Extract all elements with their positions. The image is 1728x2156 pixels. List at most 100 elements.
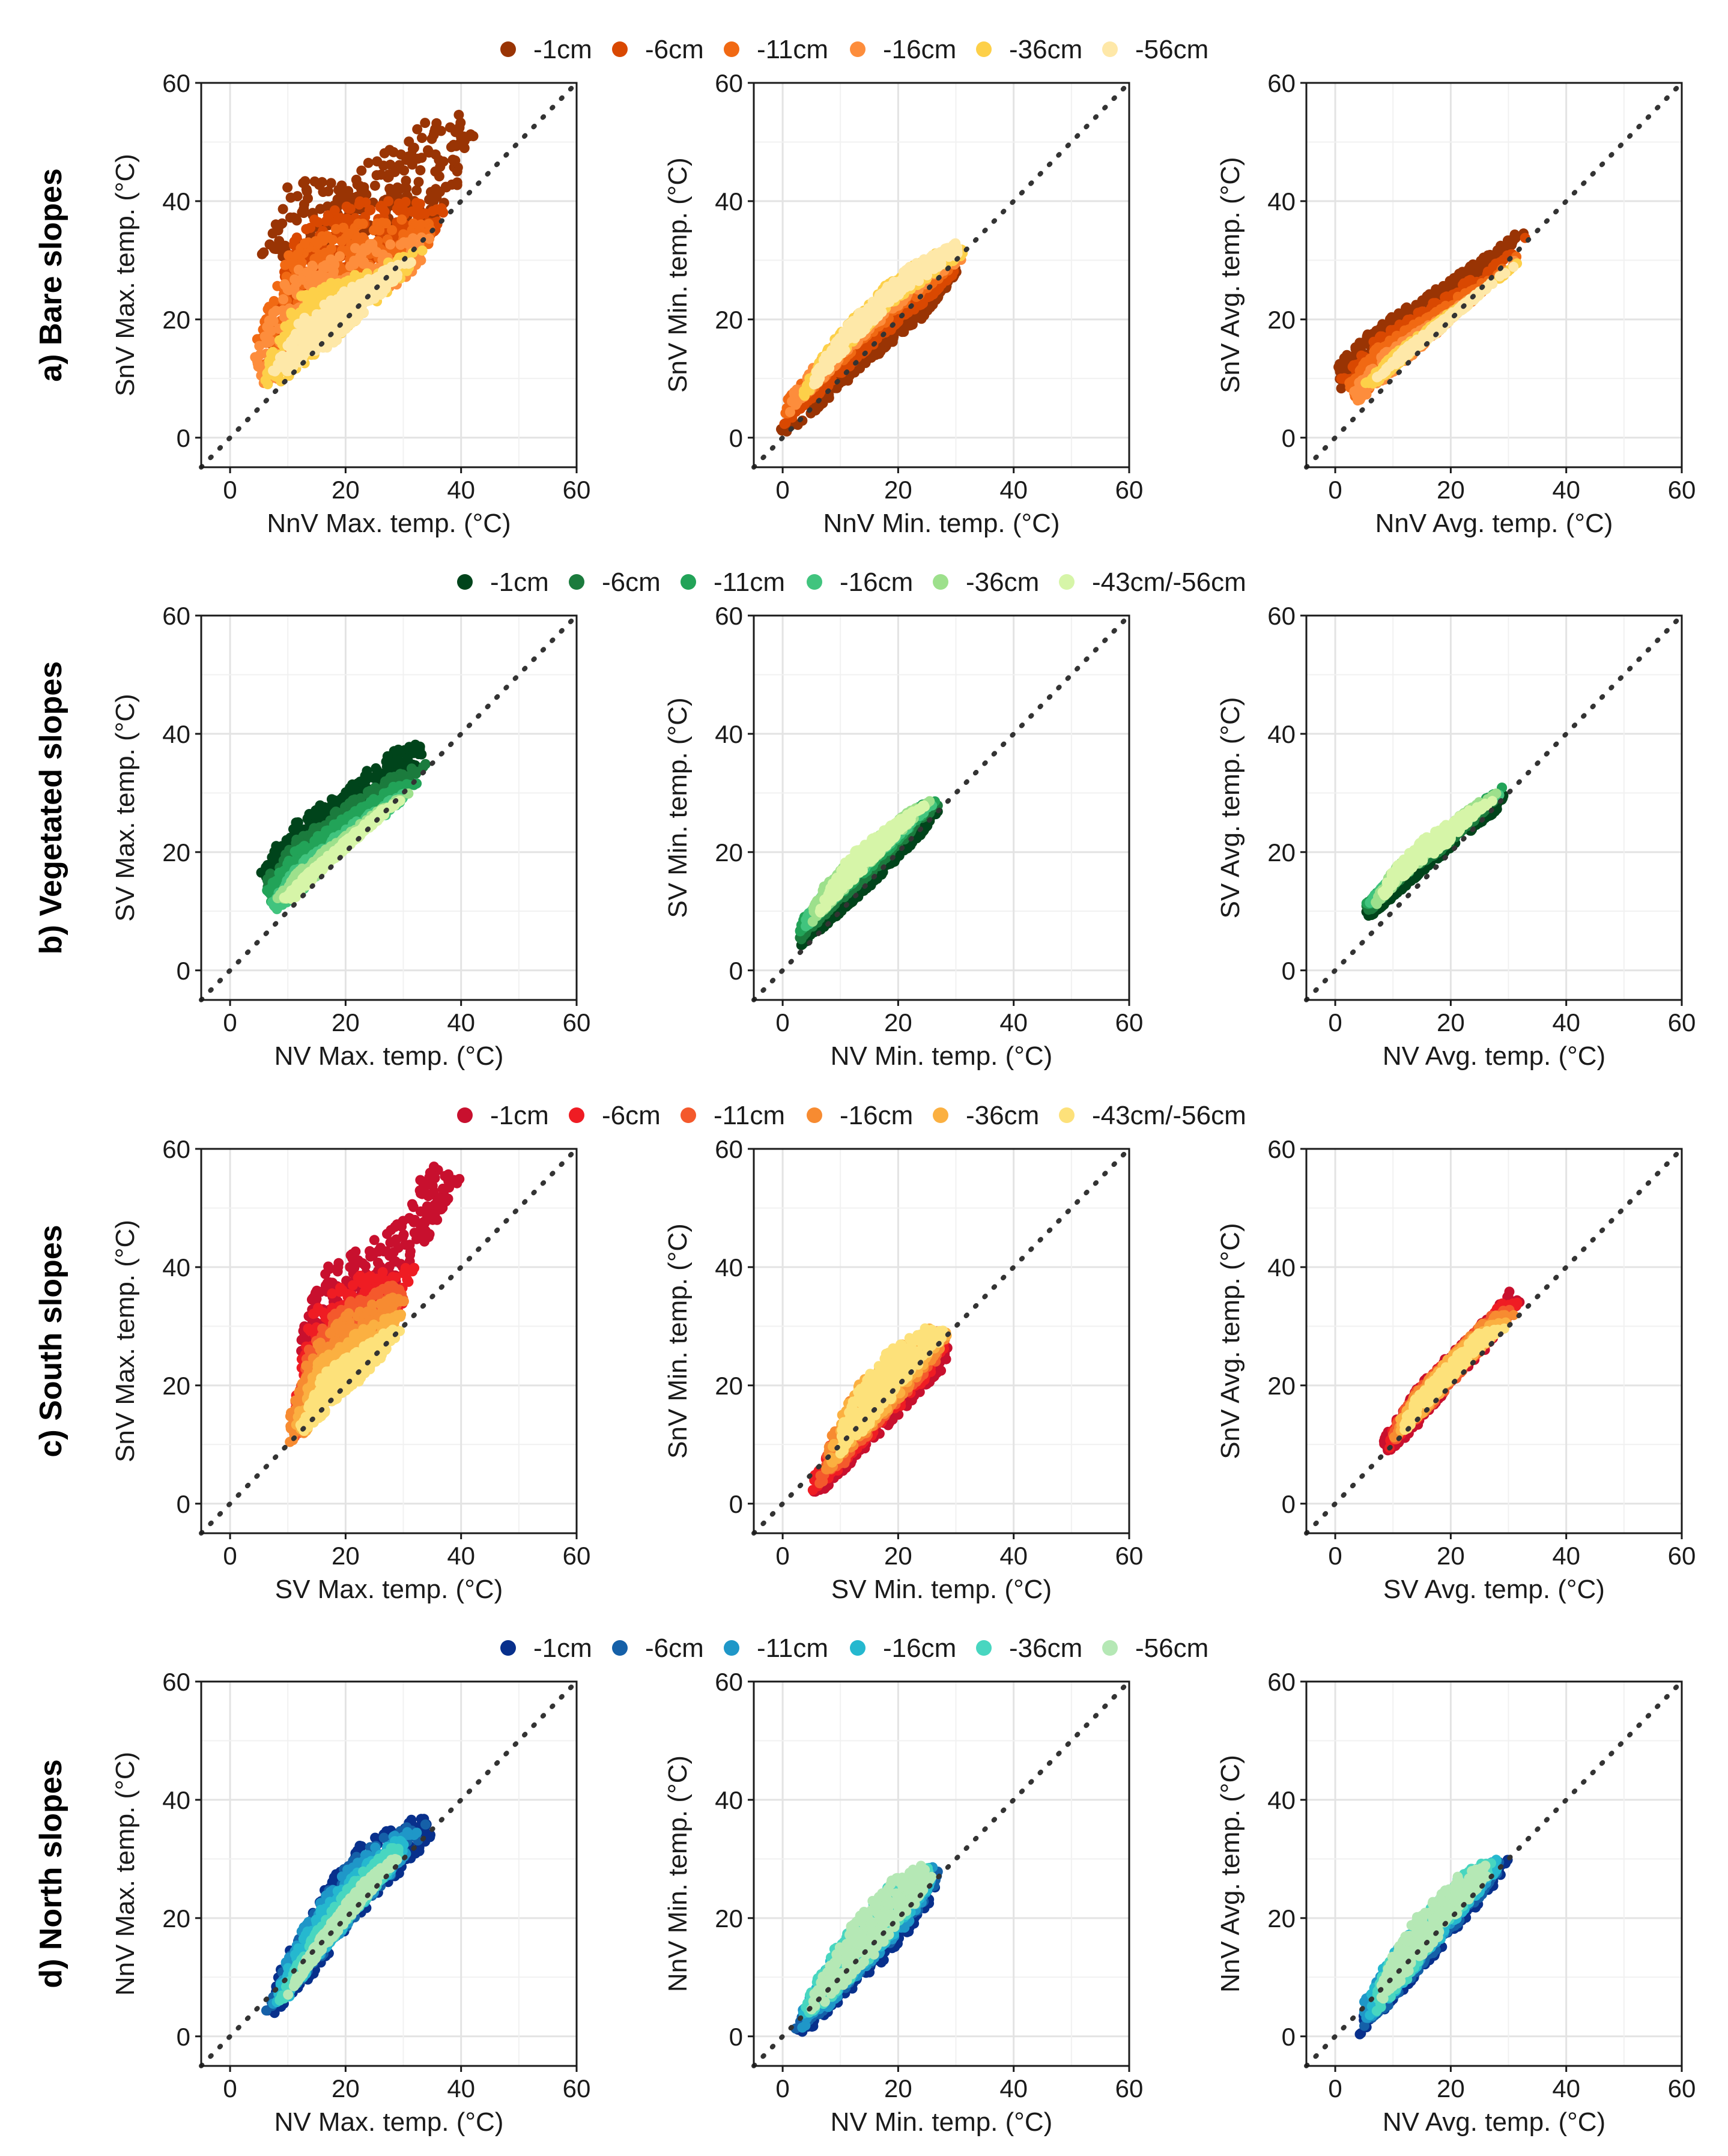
legend-item-36cm: -36cm <box>933 568 1039 597</box>
data-point <box>343 192 354 202</box>
y-axis-label: SnV Min. temp. (°C) <box>663 157 693 393</box>
x-tick-label: 40 <box>1552 476 1580 504</box>
data-point <box>277 204 288 214</box>
x-axis: 0 20 40 60 <box>223 467 590 504</box>
data-point <box>377 204 388 214</box>
data-point <box>361 245 372 256</box>
data-point <box>275 219 286 230</box>
data-point <box>426 191 437 202</box>
data-point <box>452 166 462 177</box>
data-point <box>383 172 394 183</box>
data-point <box>312 270 323 281</box>
data-point <box>436 203 447 214</box>
data-point <box>867 297 878 307</box>
data-point <box>268 243 279 253</box>
data-point <box>933 261 944 272</box>
data-point <box>1396 353 1407 363</box>
legend-label: -16cm <box>883 35 956 64</box>
data-point <box>350 270 360 280</box>
data-point <box>434 186 445 197</box>
data-point <box>344 295 355 306</box>
data-point <box>381 218 391 229</box>
x-tick-label: 40 <box>447 476 475 504</box>
legend-marker <box>612 41 628 57</box>
legend-item-6cm: -6cm <box>612 35 704 64</box>
data-point <box>309 315 320 326</box>
legend-item-16cm: -16cm <box>807 568 913 597</box>
x-tick-label: 20 <box>1437 476 1465 504</box>
x-tick-label: 60 <box>563 476 591 504</box>
data-point <box>274 235 285 246</box>
legend-marker <box>500 41 516 57</box>
data-point <box>285 212 296 223</box>
y-axis-label: SnV Avg. temp. (°C) <box>1216 157 1245 393</box>
data-point <box>350 243 360 253</box>
data-point <box>356 165 367 176</box>
legend-marker <box>933 574 948 590</box>
data-point <box>349 255 359 266</box>
x-tick-label: 0 <box>1328 476 1342 504</box>
data-point <box>446 142 456 153</box>
legend-marker <box>681 574 696 590</box>
data-point <box>413 153 423 164</box>
legend-label: -6cm <box>645 35 704 64</box>
legend-marker <box>724 41 739 57</box>
data-point <box>336 327 347 338</box>
data-point <box>411 185 422 196</box>
data-point <box>277 351 288 361</box>
x-tick-label: 60 <box>1115 476 1144 504</box>
data-point <box>342 231 353 241</box>
x-tick-label: 0 <box>775 476 789 504</box>
y-tick-label: 0 <box>729 424 743 452</box>
data-point <box>372 156 383 167</box>
data-point <box>259 331 270 342</box>
data-point <box>427 206 438 217</box>
data-point <box>268 316 279 327</box>
data-point <box>353 218 363 229</box>
data-point <box>316 327 326 338</box>
y-tick-label: 20 <box>162 306 190 334</box>
data-point <box>785 407 795 417</box>
legend-label: -1cm <box>533 35 592 64</box>
data-point <box>926 252 936 262</box>
data-point <box>301 184 312 195</box>
y-tick-label: 0 <box>177 424 190 452</box>
y-tick-label: 0 <box>1282 424 1296 452</box>
data-point <box>1359 387 1370 398</box>
data-point <box>882 291 892 302</box>
y-tick-label: 20 <box>1267 306 1296 334</box>
data-point <box>1510 232 1521 243</box>
legend-item-6cm: -6cm <box>569 568 661 597</box>
data-point <box>330 223 341 234</box>
data-point <box>434 171 444 182</box>
data-point <box>453 109 464 120</box>
legend-item-36cm: -36cm <box>976 35 1082 64</box>
legend-label: -16cm <box>840 568 913 597</box>
data-point <box>281 364 292 375</box>
data-point <box>1494 271 1505 282</box>
data-point <box>902 270 912 281</box>
x-tick-label: 40 <box>999 476 1028 504</box>
data-point <box>375 276 386 286</box>
legend-item-1cm: -1cm <box>457 568 549 597</box>
data-point <box>271 306 282 316</box>
scatter-points <box>250 109 479 390</box>
data-point <box>371 247 382 258</box>
data-point <box>335 298 345 309</box>
x-axis: 0 20 40 60 <box>775 467 1143 504</box>
data-point <box>326 254 336 265</box>
data-point <box>342 213 353 224</box>
legend-item-16cm: -16cm <box>850 35 956 64</box>
legend-label: -36cm <box>966 568 1039 597</box>
x-axis-label: NnV Min. temp. (°C) <box>823 509 1060 538</box>
data-point <box>838 329 849 340</box>
legend-label: -36cm <box>1009 35 1082 64</box>
data-point <box>293 264 304 275</box>
x-axis: 0 20 40 60 <box>1328 467 1696 504</box>
x-tick-label: 0 <box>223 476 237 504</box>
legend-marker <box>850 41 866 57</box>
